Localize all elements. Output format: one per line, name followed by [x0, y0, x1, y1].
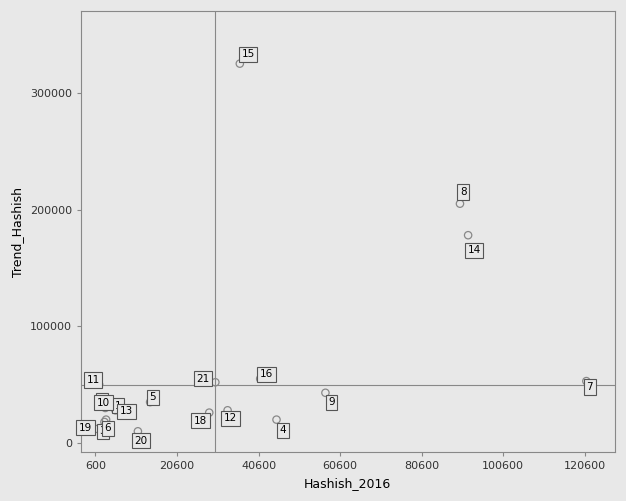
Text: 5: 5 [150, 392, 156, 402]
Point [91, 425, 101, 433]
Point [98, 402, 108, 410]
Text: 13: 13 [120, 406, 133, 416]
Point [100, 404, 110, 412]
Point [116, 409, 126, 417]
Point [101, 416, 111, 424]
Text: 11: 11 [86, 375, 100, 385]
Text: 1: 1 [115, 401, 121, 411]
Y-axis label: Trend_Hashish: Trend_Hashish [11, 187, 24, 277]
Point [235, 60, 245, 68]
Text: 9: 9 [328, 397, 335, 407]
Text: 15: 15 [242, 49, 255, 59]
Point [100, 418, 110, 426]
Point [94, 381, 104, 389]
Text: 4: 4 [279, 425, 286, 435]
Point [145, 398, 155, 406]
Text: 21: 21 [197, 374, 210, 384]
Text: 12: 12 [224, 413, 237, 423]
Point [272, 416, 282, 424]
Text: 2: 2 [98, 395, 105, 405]
X-axis label: Hashish_2016: Hashish_2016 [304, 477, 391, 490]
Point [455, 200, 465, 208]
Text: 10: 10 [97, 398, 110, 408]
Point [582, 377, 592, 385]
Point [463, 231, 473, 239]
Text: 16: 16 [260, 369, 273, 379]
Point [223, 406, 233, 414]
Point [133, 427, 143, 435]
Text: 7: 7 [587, 382, 593, 392]
Text: 19: 19 [79, 423, 92, 433]
Text: 3: 3 [100, 426, 106, 436]
Point [204, 409, 214, 417]
Text: 20: 20 [134, 436, 147, 445]
Point [321, 389, 331, 397]
Point [110, 406, 120, 414]
Text: 6: 6 [105, 423, 111, 433]
Point [255, 375, 265, 383]
Text: 14: 14 [468, 245, 481, 256]
Text: 18: 18 [193, 416, 207, 426]
Text: 8: 8 [460, 187, 466, 197]
Point [210, 378, 220, 386]
